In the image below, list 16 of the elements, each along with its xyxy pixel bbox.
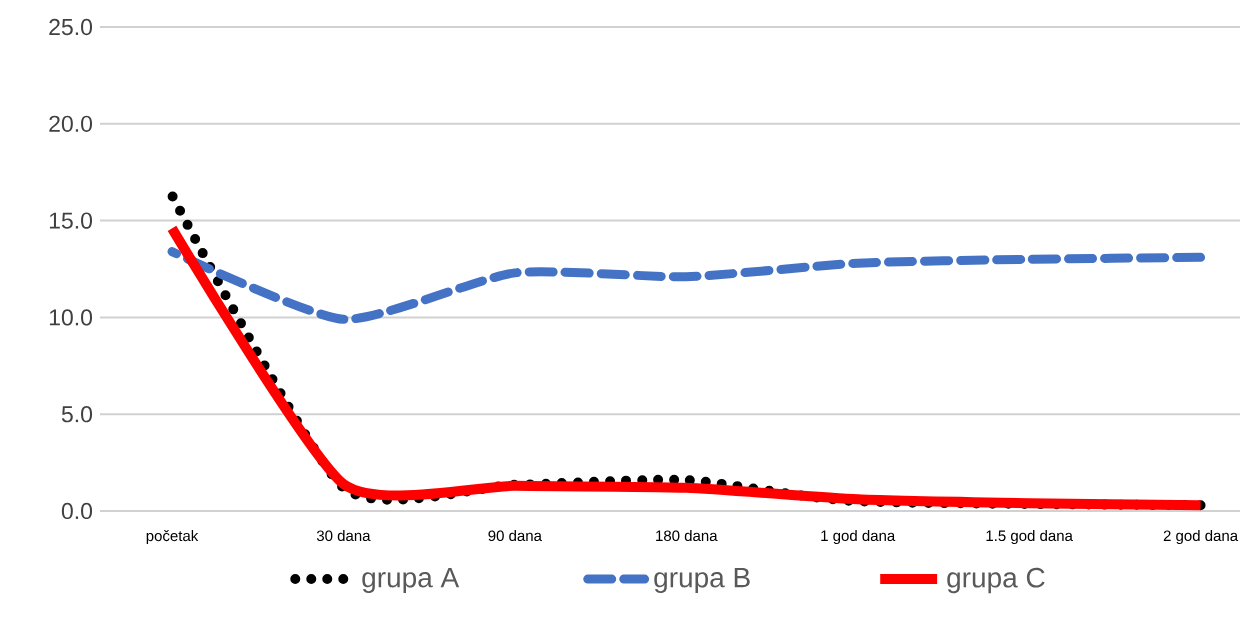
x-tick-label: 1.5 god dana: [986, 530, 1073, 545]
x-tick-label: 180 dana: [656, 530, 718, 542]
legend-label: grupa A: [362, 567, 460, 593]
y-tick-label: 0.0: [61, 502, 93, 520]
x-tick-label: 30 dana: [316, 530, 371, 542]
x-tick-label: 90 dana: [488, 530, 542, 542]
x-tick-label: početak: [146, 530, 199, 545]
y-tick-label: 10.0: [49, 309, 93, 326]
legend-label: grupa C: [947, 567, 1045, 594]
legend-label: grupa B: [654, 567, 750, 593]
x-tick-label: 2 god dana: [1163, 530, 1239, 545]
y-tick-label: 20.0: [49, 115, 93, 132]
y-tick-label: 15.0: [49, 212, 93, 229]
y-tick-label: 5.0: [61, 406, 93, 423]
x-tick-label: 1 god dana: [821, 530, 896, 545]
y-tick-label: 25.0: [49, 18, 93, 36]
